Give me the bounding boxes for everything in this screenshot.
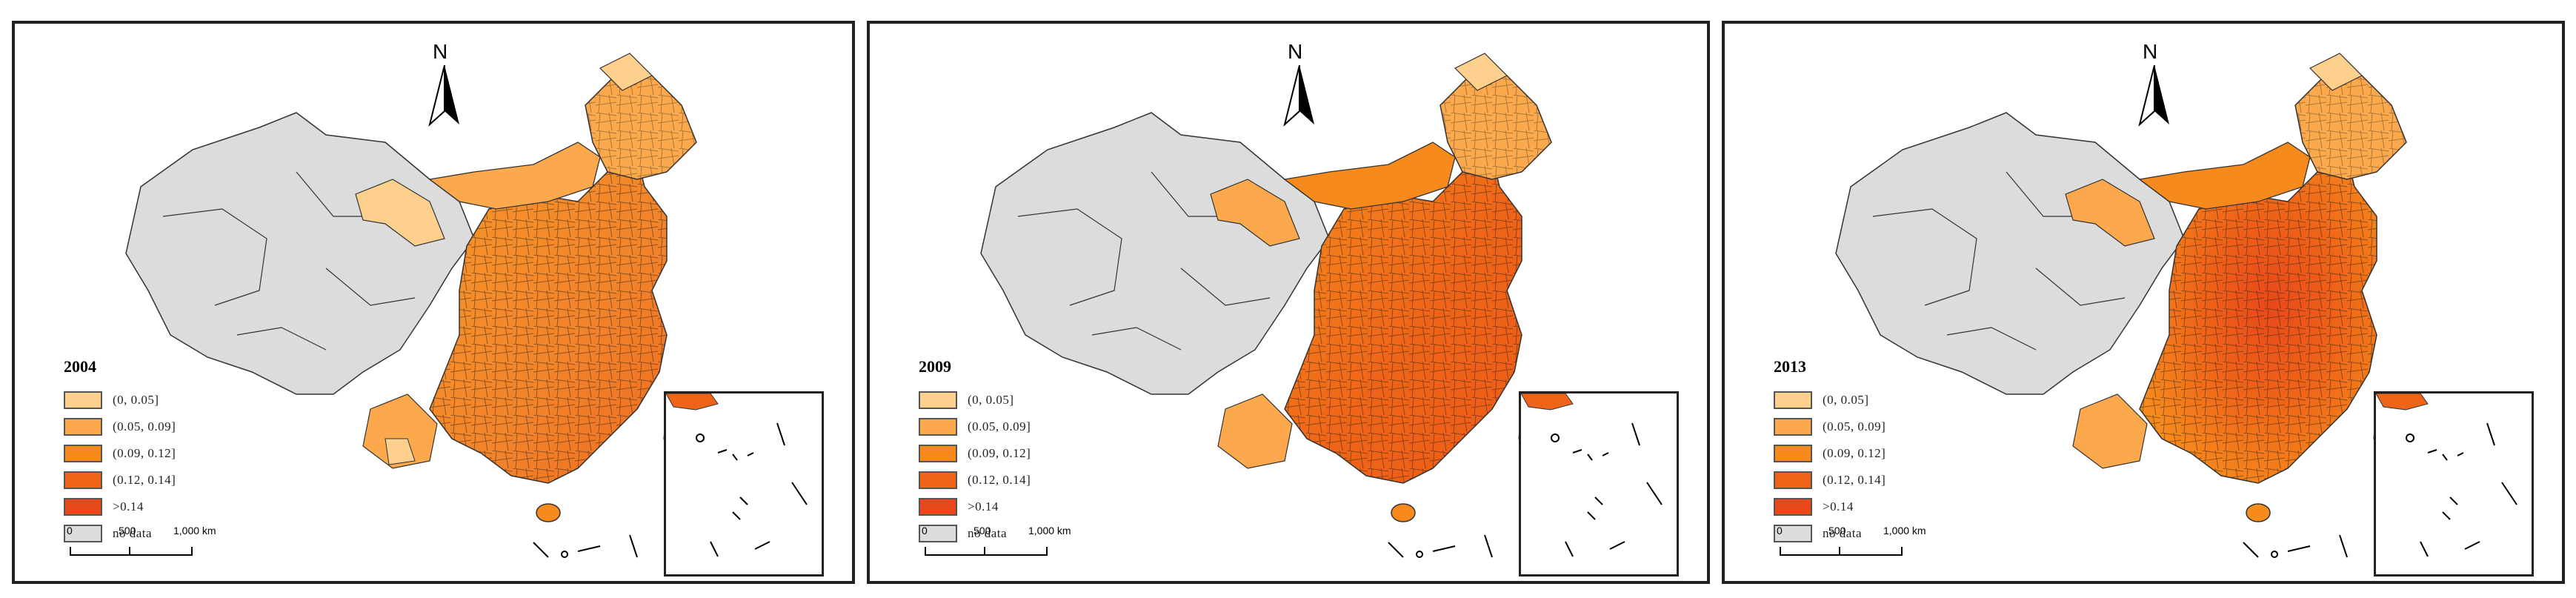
- legend-swatch: [919, 498, 957, 516]
- north-label: N: [2143, 40, 2158, 63]
- north-label: N: [1288, 40, 1303, 63]
- scale-tick: 0: [67, 525, 73, 536]
- hainan-island: [1391, 503, 1416, 522]
- legend-swatch: [919, 445, 957, 462]
- map-panel-2004: N 2004 (0, 0.05] (0.05, 0.09] (0.09, 0.1…: [12, 21, 855, 584]
- legend-item: (0.12, 0.14]: [64, 467, 176, 494]
- year-label: 2009: [919, 357, 951, 376]
- legend-item: (0, 0.05]: [1774, 387, 1886, 413]
- gansu-region: [355, 179, 445, 247]
- legend-swatch: [919, 525, 957, 542]
- hainan-island: [536, 503, 561, 522]
- gansu-region: [1210, 179, 1300, 247]
- inner-mongolia: [2138, 142, 2311, 210]
- legend-swatch: [919, 471, 957, 489]
- legend-swatch: [1774, 418, 1812, 436]
- northeast-top: [599, 53, 653, 91]
- scale-bar: 0 500 1,000 km: [1775, 525, 1953, 569]
- year-label: 2004: [64, 357, 96, 376]
- legend-swatch: [64, 498, 102, 516]
- map-panel-2013: N 2013 (0, 0.05] (0.05, 0.09] (0.09, 0.1…: [1722, 21, 2565, 584]
- legend-swatch: [1774, 498, 1812, 516]
- south-china-sea-inset: [1519, 391, 1679, 577]
- scale-tick: 500: [1828, 525, 1846, 536]
- legend-swatch: [64, 525, 102, 542]
- legend-swatch: [1774, 471, 1812, 489]
- legend-item: (0.12, 0.14]: [1774, 467, 1886, 494]
- legend-swatch: [1774, 445, 1812, 462]
- legend-swatch: [64, 471, 102, 489]
- legend-swatch: [64, 445, 102, 462]
- south-china-sea-inset: [664, 391, 824, 577]
- legend: (0, 0.05] (0.05, 0.09] (0.09, 0.12] (0.1…: [1774, 387, 1886, 547]
- year-label: 2013: [1774, 357, 1806, 376]
- scale-tick: 500: [974, 525, 991, 536]
- scale-tick: 0: [922, 525, 928, 536]
- southwest-region: [1217, 393, 1293, 469]
- legend-swatch: [919, 391, 957, 409]
- legend-item: (0.09, 0.12]: [64, 440, 176, 467]
- legend-item: no data: [64, 520, 176, 547]
- legend: (0, 0.05] (0.05, 0.09] (0.09, 0.12] (0.1…: [64, 387, 176, 547]
- map-panel-2009: N 2009 (0, 0.05] (0.05, 0.09] (0.09, 0.1…: [867, 21, 1710, 584]
- legend-item: (0.09, 0.12]: [1774, 440, 1886, 467]
- legend-item: >0.14: [64, 494, 176, 520]
- legend: (0, 0.05] (0.05, 0.09] (0.09, 0.12] (0.1…: [919, 387, 1031, 547]
- southwest-region: [2072, 393, 2148, 469]
- gansu-region: [2065, 179, 2155, 247]
- legend-swatch: [64, 418, 102, 436]
- inner-mongolia: [1283, 142, 1456, 210]
- inner-mongolia: [428, 142, 601, 210]
- north-arrow: N: [2132, 40, 2177, 136]
- north-arrow-icon: [1283, 65, 1314, 127]
- legend-swatch: [1774, 525, 1812, 542]
- scale-tick: 1,000 km: [173, 525, 216, 536]
- north-arrow-icon: [428, 65, 459, 127]
- scale-tick: 1,000 km: [1883, 525, 1926, 536]
- scale-bar: 0 500 1,000 km: [920, 525, 1098, 569]
- southwest-region: [362, 393, 438, 469]
- scale-bar: 0 500 1,000 km: [65, 525, 243, 569]
- north-arrow: N: [422, 40, 467, 136]
- north-arrow: N: [1277, 40, 1322, 136]
- south-china-sea-inset: [2374, 391, 2534, 577]
- legend-item: no data: [1774, 520, 1886, 547]
- scale-tick: 500: [119, 525, 136, 536]
- legend-item: (0, 0.05]: [64, 387, 176, 413]
- legend-swatch: [64, 391, 102, 409]
- china-map-2009: [980, 53, 1552, 558]
- legend-item: (0, 0.05]: [919, 387, 1031, 413]
- north-arrow-icon: [2138, 65, 2169, 127]
- hainan-island: [2246, 503, 2271, 522]
- legend-swatch: [919, 418, 957, 436]
- legend-item: (0.05, 0.09]: [64, 413, 176, 440]
- legend-item: (0.12, 0.14]: [919, 467, 1031, 494]
- china-map-2004: [125, 53, 697, 558]
- legend-item: >0.14: [1774, 494, 1886, 520]
- northeast-top: [1454, 53, 1508, 91]
- legend-item: no data: [919, 520, 1031, 547]
- north-label: N: [433, 40, 448, 63]
- scale-tick: 0: [1777, 525, 1783, 536]
- northeast-top: [2309, 53, 2363, 91]
- legend-item: (0.05, 0.09]: [919, 413, 1031, 440]
- legend-item: >0.14: [919, 494, 1031, 520]
- china-map-2013: [1835, 53, 2407, 558]
- scale-tick: 1,000 km: [1028, 525, 1071, 536]
- legend-swatch: [1774, 391, 1812, 409]
- legend-item: (0.05, 0.09]: [1774, 413, 1886, 440]
- legend-item: (0.09, 0.12]: [919, 440, 1031, 467]
